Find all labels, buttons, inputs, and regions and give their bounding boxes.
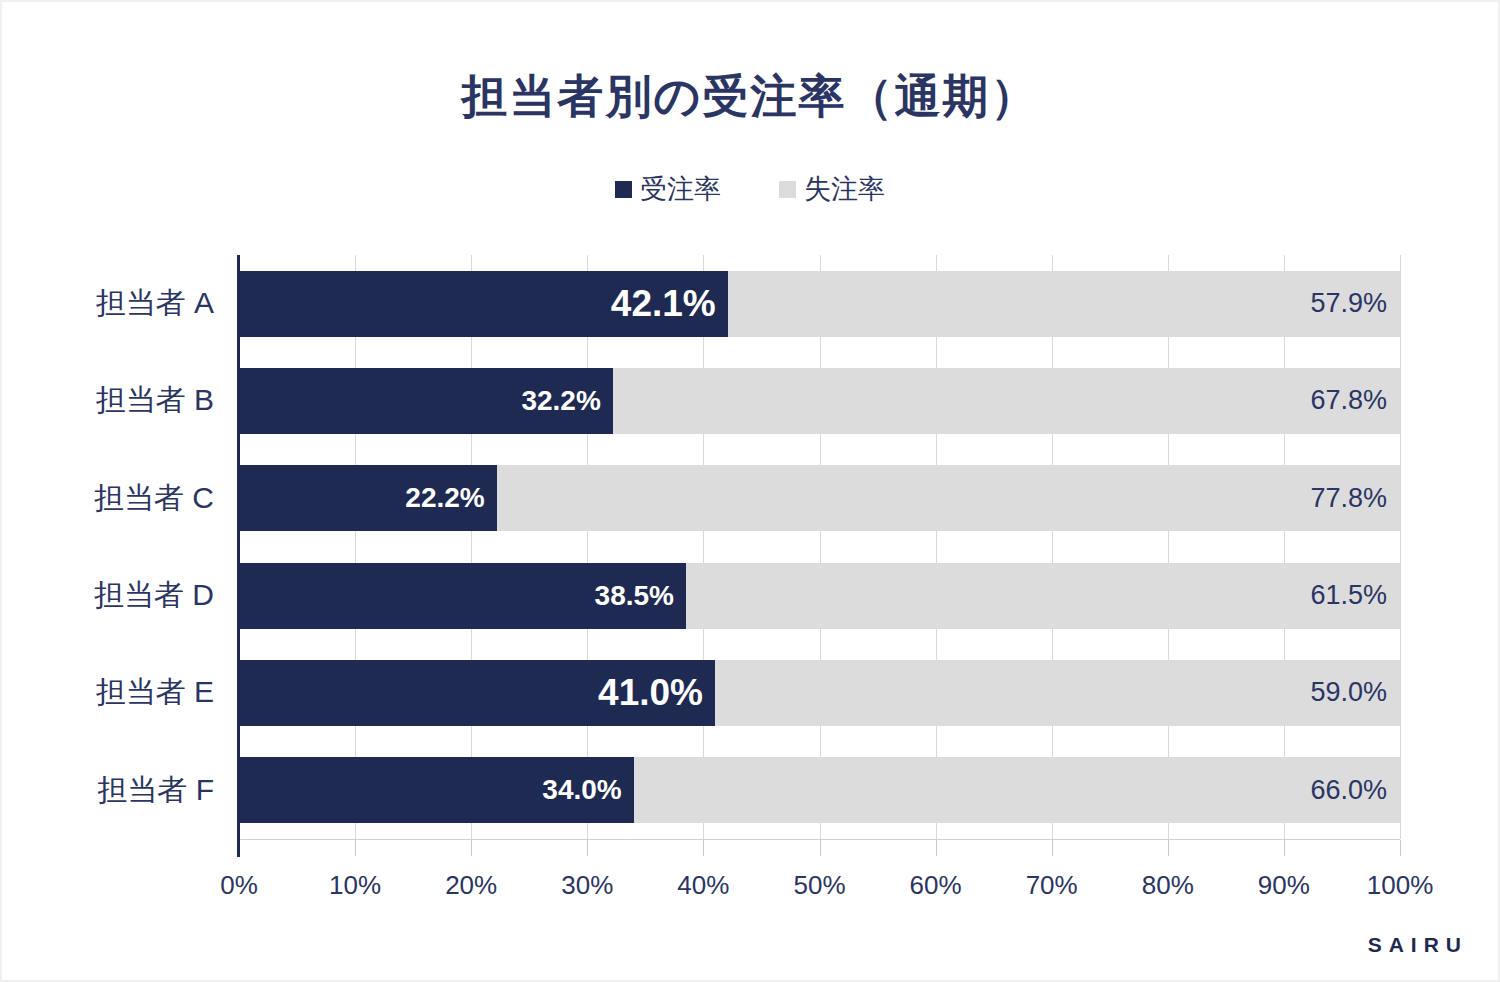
category-label: 担当者 D bbox=[2, 547, 214, 644]
won-value-label: 32.2% bbox=[521, 385, 600, 417]
x-axis-tick-label: 80% bbox=[1108, 870, 1228, 901]
bar-segment-won: 32.2% bbox=[239, 368, 613, 434]
won-value-label: 42.1% bbox=[611, 283, 716, 325]
x-axis-tick bbox=[936, 840, 937, 856]
lost-value-label: 61.5% bbox=[1310, 580, 1387, 611]
category-label: 担当者 E bbox=[2, 644, 214, 741]
bar-row: 41.0% 59.0% bbox=[239, 644, 1400, 741]
category-axis: 担当者 A担当者 B担当者 C担当者 D担当者 E担当者 F bbox=[2, 255, 214, 839]
x-axis-tick-labels: 0%10%20%30%40%50%60%70%80%90%100% bbox=[2, 870, 1498, 900]
bar-segment-won: 42.1% bbox=[239, 271, 728, 337]
x-axis-tick-label: 0% bbox=[179, 870, 299, 901]
won-value-label: 38.5% bbox=[595, 580, 674, 612]
sairu-logo: SAIRU bbox=[1368, 933, 1468, 957]
bar-track: 32.2% 67.8% bbox=[239, 368, 1400, 434]
bar-row: 34.0% 66.0% bbox=[239, 742, 1400, 839]
bar-track: 42.1% 57.9% bbox=[239, 271, 1400, 337]
x-axis-tick bbox=[1284, 840, 1285, 856]
lost-value-label: 67.8% bbox=[1310, 385, 1387, 416]
bar-segment-lost: 66.0% bbox=[634, 757, 1400, 823]
won-value-label: 34.0% bbox=[542, 774, 621, 806]
x-axis-tick-label: 40% bbox=[643, 870, 763, 901]
x-axis-tick bbox=[1400, 840, 1401, 856]
won-value-label: 41.0% bbox=[598, 672, 703, 714]
category-label: 担当者 F bbox=[2, 742, 214, 839]
bar-segment-lost: 59.0% bbox=[715, 660, 1400, 726]
x-axis-tick-label: 60% bbox=[876, 870, 996, 901]
lost-value-label: 77.8% bbox=[1310, 483, 1387, 514]
x-axis-tick bbox=[587, 840, 588, 856]
x-axis-tick-label: 50% bbox=[760, 870, 880, 901]
won-value-label: 22.2% bbox=[405, 482, 484, 514]
bar-segment-won: 34.0% bbox=[239, 757, 634, 823]
x-axis-tick-label: 10% bbox=[295, 870, 415, 901]
x-axis-tick-label: 30% bbox=[527, 870, 647, 901]
bar-track: 34.0% 66.0% bbox=[239, 757, 1400, 823]
bar-segment-lost: 57.9% bbox=[728, 271, 1400, 337]
category-label: 担当者 B bbox=[2, 352, 214, 449]
category-label: 担当者 A bbox=[2, 255, 214, 352]
chart-card: 担当者別の受注率（通期） 受注率 失注率 担当者 A担当者 B担当者 C担当者 … bbox=[0, 0, 1500, 982]
bar-segment-won: 22.2% bbox=[239, 465, 497, 531]
x-axis-tick-label: 90% bbox=[1224, 870, 1344, 901]
x-axis-tick bbox=[1168, 840, 1169, 856]
lost-value-label: 66.0% bbox=[1310, 775, 1387, 806]
category-label: 担当者 C bbox=[2, 450, 214, 547]
bar-row: 42.1% 57.9% bbox=[239, 255, 1400, 352]
bar-row: 38.5% 61.5% bbox=[239, 547, 1400, 644]
bar-segment-won: 38.5% bbox=[239, 563, 686, 629]
x-axis-tick bbox=[471, 840, 472, 856]
plot-wrap: 担当者 A担当者 B担当者 C担当者 D担当者 E担当者 F 42.1% 57.… bbox=[2, 2, 1498, 980]
bar-segment-won: 41.0% bbox=[239, 660, 715, 726]
lost-value-label: 57.9% bbox=[1310, 288, 1387, 319]
gridline bbox=[1400, 255, 1401, 839]
bar-segment-lost: 77.8% bbox=[497, 465, 1400, 531]
x-axis-tick bbox=[1052, 840, 1053, 856]
y-axis-line bbox=[237, 255, 240, 857]
bar-row: 32.2% 67.8% bbox=[239, 352, 1400, 449]
x-axis-tick bbox=[820, 840, 821, 856]
bar-track: 22.2% 77.8% bbox=[239, 465, 1400, 531]
bar-track: 41.0% 59.0% bbox=[239, 660, 1400, 726]
lost-value-label: 59.0% bbox=[1310, 677, 1387, 708]
x-axis-tick-label: 20% bbox=[411, 870, 531, 901]
x-axis-tick-label: 70% bbox=[992, 870, 1112, 901]
bar-track: 38.5% 61.5% bbox=[239, 563, 1400, 629]
bar-rows: 42.1% 57.9% 32.2% 67.8% 22.2% 77.8% bbox=[239, 255, 1400, 839]
x-axis-tick-label: 100% bbox=[1340, 870, 1460, 901]
bar-segment-lost: 61.5% bbox=[686, 563, 1400, 629]
x-axis-tick bbox=[355, 840, 356, 856]
bar-segment-lost: 67.8% bbox=[613, 368, 1400, 434]
bar-row: 22.2% 77.8% bbox=[239, 450, 1400, 547]
x-axis-tick bbox=[703, 840, 704, 856]
plot-area: 42.1% 57.9% 32.2% 67.8% 22.2% 77.8% bbox=[239, 255, 1400, 839]
